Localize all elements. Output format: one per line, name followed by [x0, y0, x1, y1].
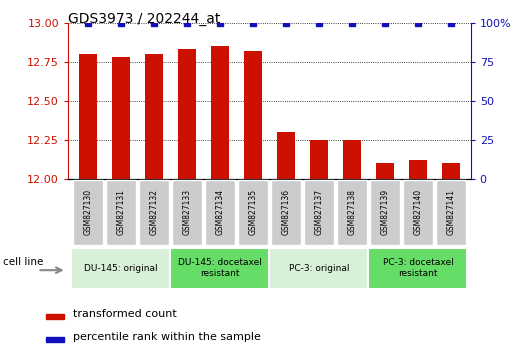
FancyBboxPatch shape	[337, 180, 367, 245]
FancyBboxPatch shape	[170, 248, 269, 289]
Bar	[442, 163, 460, 179]
Bar	[112, 57, 130, 179]
Text: GSM827139: GSM827139	[380, 189, 390, 235]
Text: percentile rank within the sample: percentile rank within the sample	[73, 332, 261, 342]
Text: GDS3973 / 202244_at: GDS3973 / 202244_at	[68, 12, 220, 27]
FancyBboxPatch shape	[368, 248, 468, 289]
Bar	[343, 140, 361, 179]
FancyBboxPatch shape	[73, 180, 103, 245]
FancyBboxPatch shape	[269, 248, 368, 289]
Text: transformed count: transformed count	[73, 309, 177, 319]
Text: GSM827137: GSM827137	[314, 189, 323, 235]
FancyBboxPatch shape	[436, 180, 466, 245]
Bar	[47, 314, 64, 319]
Bar	[47, 337, 64, 342]
Text: PC-3: original: PC-3: original	[289, 264, 349, 273]
Bar	[145, 54, 163, 179]
FancyBboxPatch shape	[238, 180, 268, 245]
Text: GSM827132: GSM827132	[149, 189, 158, 235]
Text: GSM827135: GSM827135	[248, 189, 257, 235]
FancyBboxPatch shape	[106, 180, 135, 245]
Text: GSM827134: GSM827134	[215, 189, 224, 235]
Text: GSM827136: GSM827136	[281, 189, 290, 235]
Bar	[178, 50, 196, 179]
FancyBboxPatch shape	[403, 180, 433, 245]
Text: GSM827133: GSM827133	[183, 189, 191, 235]
Bar	[277, 132, 295, 179]
Text: GSM827131: GSM827131	[116, 189, 126, 235]
Text: GSM827141: GSM827141	[447, 189, 456, 235]
Text: PC-3: docetaxel
resistant: PC-3: docetaxel resistant	[382, 258, 453, 278]
FancyBboxPatch shape	[370, 180, 400, 245]
FancyBboxPatch shape	[71, 248, 170, 289]
Bar	[244, 51, 262, 179]
Text: GSM827130: GSM827130	[83, 189, 92, 235]
Bar	[211, 46, 229, 179]
Bar	[376, 163, 394, 179]
Text: GSM827138: GSM827138	[347, 189, 356, 235]
FancyBboxPatch shape	[139, 180, 168, 245]
FancyBboxPatch shape	[271, 180, 301, 245]
Text: cell line: cell line	[4, 257, 44, 267]
Text: GSM827140: GSM827140	[413, 189, 423, 235]
Text: DU-145: original: DU-145: original	[84, 264, 157, 273]
Bar	[310, 140, 328, 179]
FancyBboxPatch shape	[172, 180, 202, 245]
Bar	[409, 160, 427, 179]
Text: DU-145: docetaxel
resistant: DU-145: docetaxel resistant	[178, 258, 262, 278]
Bar	[79, 54, 97, 179]
FancyBboxPatch shape	[205, 180, 235, 245]
FancyBboxPatch shape	[304, 180, 334, 245]
